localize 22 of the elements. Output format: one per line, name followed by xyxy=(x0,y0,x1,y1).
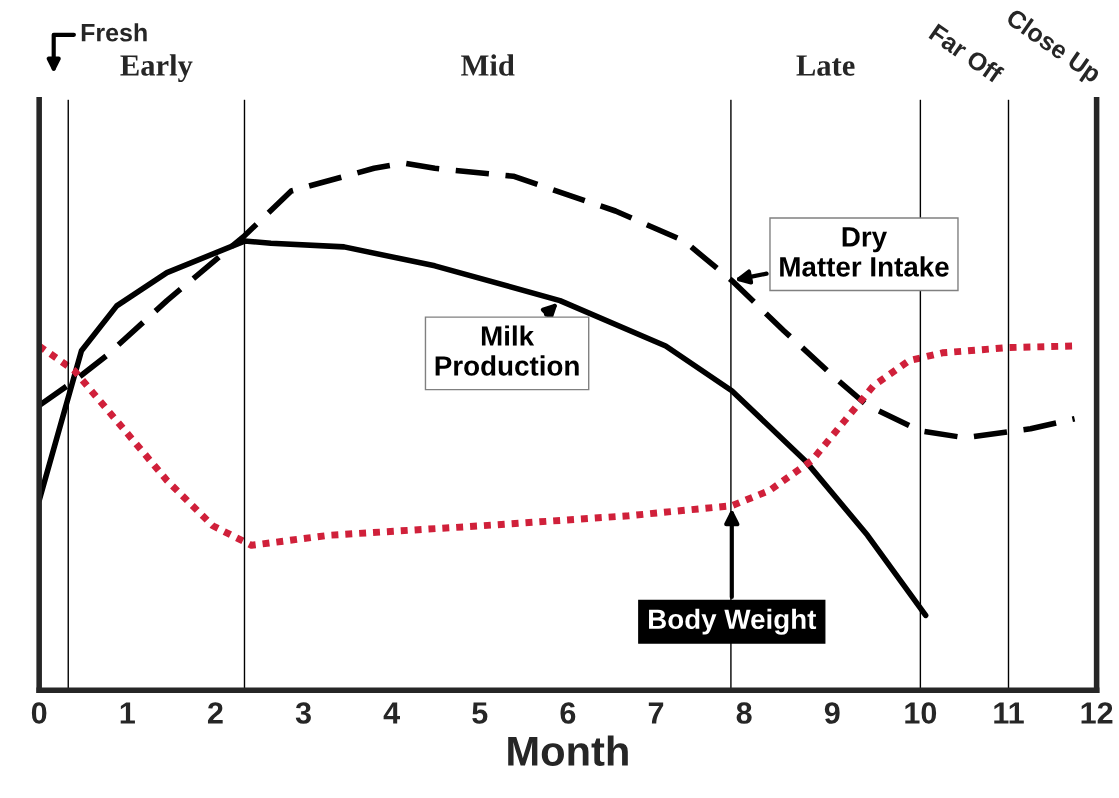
x-tick-label: 2 xyxy=(207,702,223,724)
x-tick-label: 0 xyxy=(31,702,47,724)
text: Body Weight xyxy=(649,608,817,635)
x-tick-label: 9 xyxy=(824,702,840,724)
x-tick-label: 1 xyxy=(120,702,135,724)
text: Far Off xyxy=(928,22,1005,84)
x-tick-label: 7 xyxy=(648,702,664,724)
x-tick-label: 10 xyxy=(905,702,937,724)
text: Early xyxy=(120,54,193,83)
x-tick-label: 5 xyxy=(472,702,488,724)
x-tick-label: 12 xyxy=(1081,702,1113,724)
series-label: Dry Matter Intake xyxy=(780,227,949,277)
x-tick-label: 6 xyxy=(560,702,576,724)
x-axis-title: Month xyxy=(508,735,628,767)
text: Fresh xyxy=(81,23,147,42)
x-tick-label: 8 xyxy=(736,702,752,724)
text: Mid xyxy=(461,54,515,76)
text: Late xyxy=(796,55,855,76)
x-tick-label: 4 xyxy=(383,702,400,724)
x-tick-label: 3 xyxy=(295,702,311,724)
x-tick-label: 11 xyxy=(994,702,1024,724)
legend-label: Milk Production xyxy=(435,325,579,376)
